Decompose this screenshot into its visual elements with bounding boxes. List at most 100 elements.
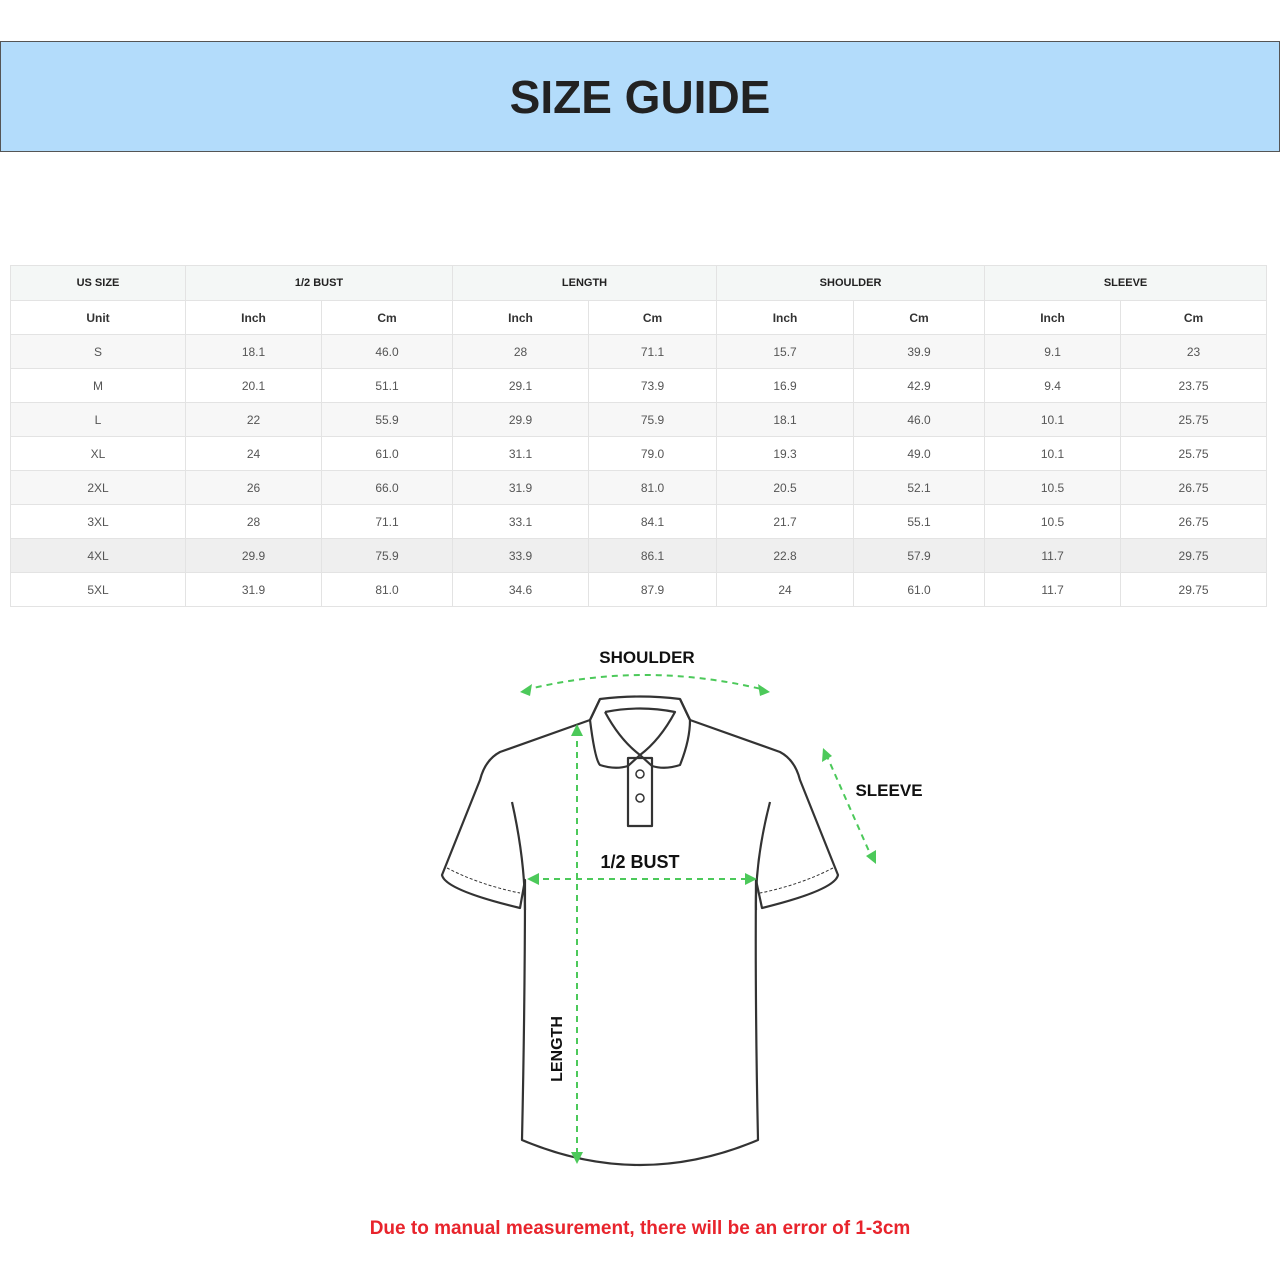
size-value: 39.9: [853, 334, 986, 369]
size-value: 26: [185, 470, 322, 505]
size-value: 24: [185, 436, 322, 471]
size-value: 61.0: [853, 572, 986, 607]
size-value: 29.1: [452, 368, 590, 403]
table-row: 3XL 28 71.1 33.1 84.1 21.7 55.1 10.5 26.75: [10, 504, 1268, 539]
unit-header: Cm: [1120, 300, 1268, 335]
arrowhead-icon: [520, 684, 532, 696]
size-value: 10.5: [984, 470, 1122, 505]
group-header: SHOULDER: [716, 265, 986, 301]
size-value: 52.1: [853, 470, 986, 505]
size-value: 11.7: [984, 572, 1122, 607]
size-value: 31.9: [452, 470, 590, 505]
group-header-row: US SIZE 1/2 BUST LENGTH SHOULDER SLEEVE: [10, 265, 1268, 301]
unit-header: Inch: [716, 300, 855, 335]
size-value: 26.75: [1120, 470, 1268, 505]
size-value: 28: [452, 334, 590, 369]
arrowhead-icon: [571, 1152, 583, 1164]
table-row: 2XL 26 66.0 31.9 81.0 20.5 52.1 10.5 26.75: [10, 470, 1268, 505]
unit-header: Inch: [452, 300, 590, 335]
size-label: XL: [10, 436, 186, 471]
unit-header: Unit: [10, 300, 186, 335]
bust-label: 1/2 BUST: [600, 852, 679, 872]
group-header: 1/2 BUST: [184, 265, 454, 301]
size-value: 28: [185, 504, 322, 539]
unit-row: Unit Inch Cm Inch Cm Inch Cm Inch Cm: [10, 300, 1268, 335]
size-value: 73.9: [588, 368, 718, 403]
size-value: 46.0: [853, 402, 986, 437]
table-row: S 18.1 46.0 28 71.1 15.7 39.9 9.1 23: [10, 334, 1268, 369]
size-value: 16.9: [716, 368, 855, 403]
size-value: 19.3: [716, 436, 855, 471]
size-value: 9.4: [984, 368, 1122, 403]
table-row: XL 24 61.0 31.1 79.0 19.3 49.0 10.1 25.75: [10, 436, 1268, 471]
size-value: 71.1: [588, 334, 718, 369]
arrowhead-icon: [822, 748, 832, 762]
unit-header: Inch: [185, 300, 322, 335]
size-value: 81.0: [588, 470, 718, 505]
size-value: 75.9: [588, 402, 718, 437]
size-value: 42.9: [853, 368, 986, 403]
size-value: 57.9: [853, 538, 986, 573]
size-value: 79.0: [588, 436, 718, 471]
size-value: 66.0: [320, 470, 454, 505]
arrowhead-icon: [745, 873, 757, 885]
size-value: 75.9: [320, 538, 454, 573]
arrowhead-icon: [866, 850, 876, 864]
table-row: L 22 55.9 29.9 75.9 18.1 46.0 10.1 25.75: [10, 402, 1268, 437]
size-label: L: [10, 402, 186, 437]
size-value: 84.1: [588, 504, 718, 539]
shirt-outline: [440, 695, 840, 1167]
size-value: 10.1: [984, 436, 1122, 471]
size-value: 10.1: [984, 402, 1122, 437]
size-value: 55.9: [320, 402, 454, 437]
table-row: 4XL 29.9 75.9 33.9 86.1 22.8 57.9 11.7 29.75: [10, 538, 1268, 573]
arrowhead-icon: [527, 873, 539, 885]
size-value: 33.1: [452, 504, 590, 539]
measurement-note: Due to manual measurement, there will be…: [369, 1218, 911, 1239]
group-header: US SIZE: [10, 265, 186, 301]
size-value: 20.5: [716, 470, 855, 505]
unit-header: Cm: [588, 300, 718, 335]
size-value: 86.1: [588, 538, 718, 573]
unit-header: Inch: [984, 300, 1122, 335]
size-label: 4XL: [10, 538, 186, 573]
arrowhead-icon: [571, 724, 583, 736]
group-header: SLEEVE: [984, 265, 1268, 301]
size-value: 31.1: [452, 436, 590, 471]
size-value: 51.1: [320, 368, 454, 403]
table-row: 5XL 31.9 81.0 34.6 87.9 24 61.0 11.7 29.75: [10, 572, 1268, 607]
size-value: 29.9: [452, 402, 590, 437]
shirt-diagram: SHOULDER SLEEVE 1/2 BUST LENGTH: [440, 648, 923, 1167]
size-value: 25.75: [1120, 402, 1268, 437]
size-value: 23.75: [1120, 368, 1268, 403]
size-value: 33.9: [452, 538, 590, 573]
size-value: 22.8: [716, 538, 855, 573]
size-label: 2XL: [10, 470, 186, 505]
page-title: SIZE GUIDE: [509, 70, 771, 123]
size-value: 25.75: [1120, 436, 1268, 471]
size-value: 34.6: [452, 572, 590, 607]
placket: [626, 756, 654, 828]
size-value: 18.1: [716, 402, 855, 437]
size-value: 29.9: [185, 538, 322, 573]
size-value: 29.75: [1120, 572, 1268, 607]
sleeve-arrow: [825, 753, 873, 859]
size-value: 10.5: [984, 504, 1122, 539]
arrowhead-icon: [758, 684, 770, 696]
size-value: 46.0: [320, 334, 454, 369]
size-label: 3XL: [10, 504, 186, 539]
size-value: 71.1: [320, 504, 454, 539]
size-value: 9.1: [984, 334, 1122, 369]
unit-header: Cm: [320, 300, 454, 335]
shoulder-arrow: [524, 674, 766, 691]
size-value: 21.7: [716, 504, 855, 539]
size-label: S: [10, 334, 186, 369]
unit-header: Cm: [853, 300, 986, 335]
size-value: 18.1: [185, 334, 322, 369]
size-value: 15.7: [716, 334, 855, 369]
title-banner: SIZE GUIDE: [0, 41, 1280, 152]
size-value: 24: [716, 572, 855, 607]
size-value: 61.0: [320, 436, 454, 471]
length-label: LENGTH: [549, 1016, 566, 1082]
size-table: US SIZE 1/2 BUST LENGTH SHOULDER SLEEVE Unit I…: [10, 265, 1268, 607]
